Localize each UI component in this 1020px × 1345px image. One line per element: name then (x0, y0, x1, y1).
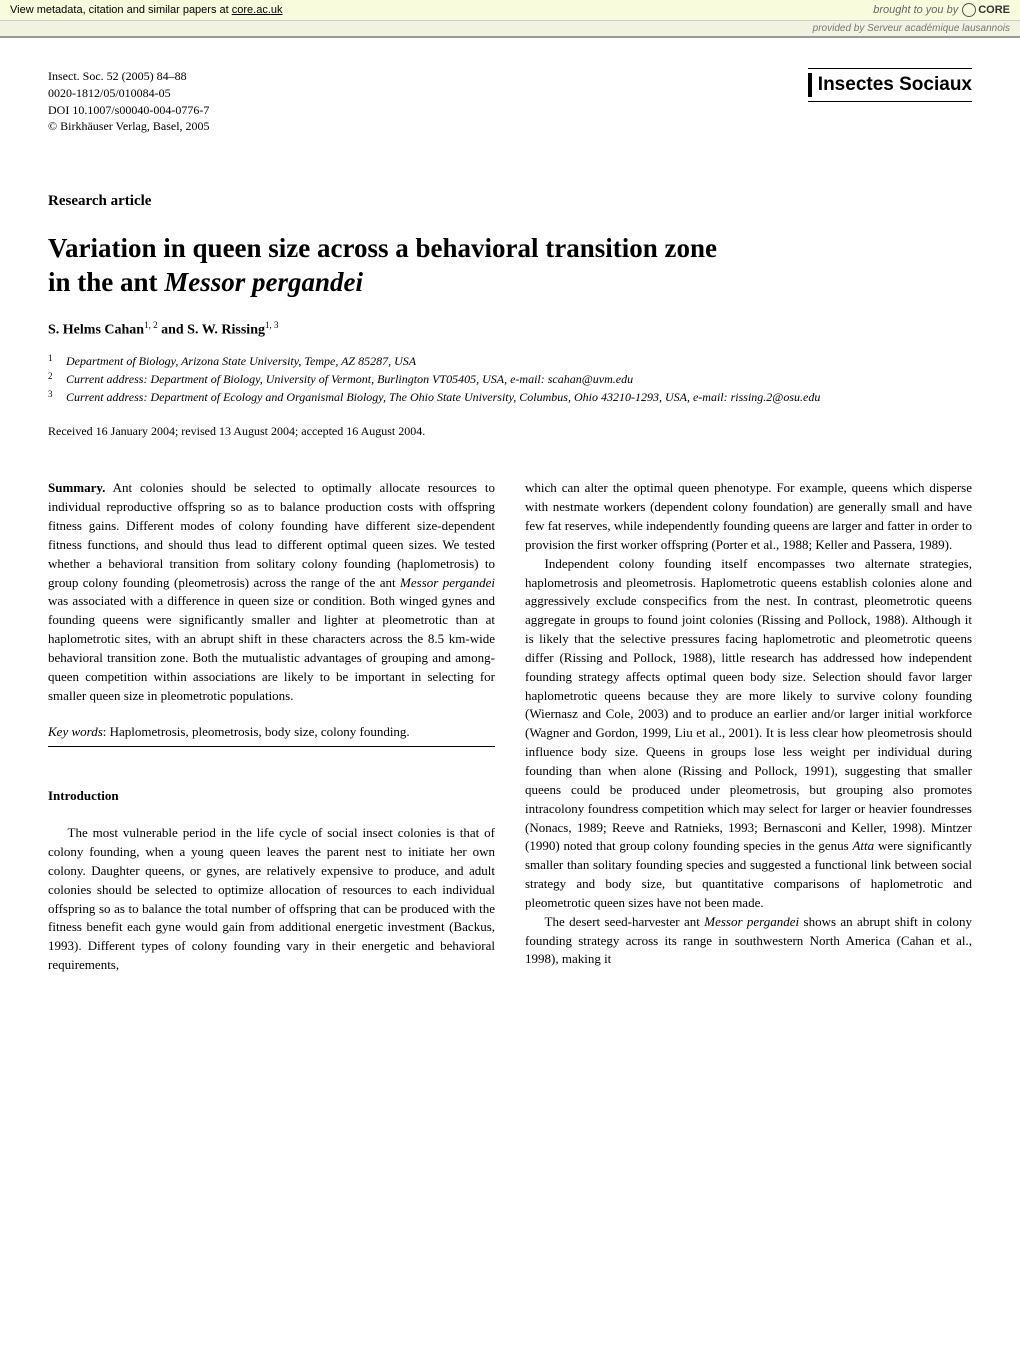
core-banner-right: brought to you by CORE (873, 3, 1010, 17)
aff-text: Current address: Department of Ecology a… (66, 388, 972, 406)
sub-banner-prefix: provided by (813, 23, 867, 34)
affiliation: 1 Department of Biology, Arizona State U… (48, 352, 972, 370)
core-logo-text: CORE (978, 4, 1010, 16)
journal-bar-icon (808, 73, 812, 97)
affiliations: 1 Department of Biology, Arizona State U… (48, 352, 972, 406)
para-text: The desert seed-harvester ant (545, 914, 705, 929)
core-banner: View metadata, citation and similar pape… (0, 0, 1020, 21)
intro-para: The most vulnerable period in the life c… (48, 824, 495, 975)
para-text: Independent colony founding itself encom… (525, 556, 972, 854)
affiliation: 3 Current address: Department of Ecology… (48, 388, 972, 406)
left-column: Summary. Ant colonies should be selected… (48, 479, 495, 975)
citation-line: Insect. Soc. 52 (2005) 84–88 (48, 68, 210, 85)
para-italic: Atta (852, 838, 874, 853)
summary-block: Summary. Ant colonies should be selected… (48, 479, 495, 705)
aff-marker: 3 (48, 388, 62, 406)
core-link[interactable]: core.ac.uk (232, 4, 283, 16)
body-para: The desert seed-harvester ant Messor per… (525, 913, 972, 970)
author-and: and (158, 322, 188, 337)
aff-text: Current address: Department of Biology, … (66, 370, 972, 388)
citation-line: 0020-1812/05/010084-05 (48, 85, 210, 102)
authors: S. Helms Cahan1, 2 and S. W. Rissing1, 3 (48, 320, 972, 339)
sub-banner: provided by Serveur académique lausannoi… (0, 21, 1020, 38)
citation-line: © Birkhäuser Verlag, Basel, 2005 (48, 118, 210, 135)
core-banner-text: View metadata, citation and similar pape… (10, 4, 232, 16)
body-para: which can alter the optimal queen phenot… (525, 479, 972, 554)
received-date: Received 16 January 2004; revised 13 Aug… (48, 424, 972, 439)
title-line2-prefix: in the ant (48, 267, 164, 297)
author-sup: 1, 2 (144, 320, 158, 330)
summary-text2: was associated with a difference in quee… (48, 593, 495, 702)
summary-text: Ant colonies should be selected to optim… (48, 480, 495, 589)
aff-text: Department of Biology, Arizona State Uni… (66, 352, 972, 370)
right-column: which can alter the optimal queen phenot… (525, 479, 972, 975)
journal-box: Insectes Sociaux (808, 68, 972, 102)
header-row: Insect. Soc. 52 (2005) 84–88 0020-1812/0… (48, 68, 972, 135)
core-banner-left: View metadata, citation and similar pape… (10, 4, 283, 16)
author-sup: 1, 3 (265, 320, 279, 330)
title-line2-italic: Messor pergandei (164, 267, 363, 297)
aff-marker: 2 (48, 370, 62, 388)
article-type: Research article (48, 193, 972, 210)
summary-label: Summary. (48, 480, 105, 495)
keywords-divider (48, 746, 495, 747)
citation-line: DOI 10.1007/s00040-004-0776-7 (48, 102, 210, 119)
author-name: S. W. Rissing (187, 322, 265, 337)
keywords-label: Key words (48, 724, 103, 739)
intro-heading: Introduction (48, 787, 495, 806)
keywords-text: : Haplometrosis, pleometrosis, body size… (103, 724, 410, 739)
journal-name: Insectes Sociaux (818, 74, 972, 96)
two-column-layout: Summary. Ant colonies should be selected… (48, 479, 972, 975)
page-content: Insect. Soc. 52 (2005) 84–88 0020-1812/0… (0, 38, 1020, 1015)
core-logo[interactable]: CORE (962, 3, 1010, 17)
article-title: Variation in queen size across a behavio… (48, 232, 972, 300)
author-name: S. Helms Cahan (48, 322, 144, 337)
citation-block: Insect. Soc. 52 (2005) 84–88 0020-1812/0… (48, 68, 210, 135)
title-line1: Variation in queen size across a behavio… (48, 233, 717, 263)
body-para: Independent colony founding itself encom… (525, 555, 972, 913)
affiliation: 2 Current address: Department of Biology… (48, 370, 972, 388)
para-italic: Messor pergandei (704, 914, 799, 929)
summary-italic: Messor pergandei (400, 575, 495, 590)
aff-marker: 1 (48, 352, 62, 370)
core-banner-provided: brought to you by (873, 4, 958, 16)
keywords-block: Key words: Haplometrosis, pleometrosis, … (48, 723, 495, 747)
core-icon (962, 3, 976, 17)
sub-banner-provider[interactable]: Serveur académique lausannois (867, 23, 1010, 34)
